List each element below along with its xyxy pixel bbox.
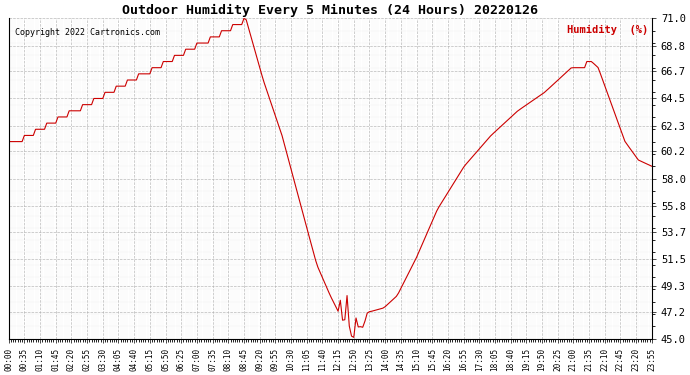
Text: Copyright 2022 Cartronics.com: Copyright 2022 Cartronics.com [15, 28, 160, 37]
Title: Outdoor Humidity Every 5 Minutes (24 Hours) 20220126: Outdoor Humidity Every 5 Minutes (24 Hou… [122, 4, 538, 17]
Text: Humidity  (%): Humidity (%) [567, 25, 649, 35]
